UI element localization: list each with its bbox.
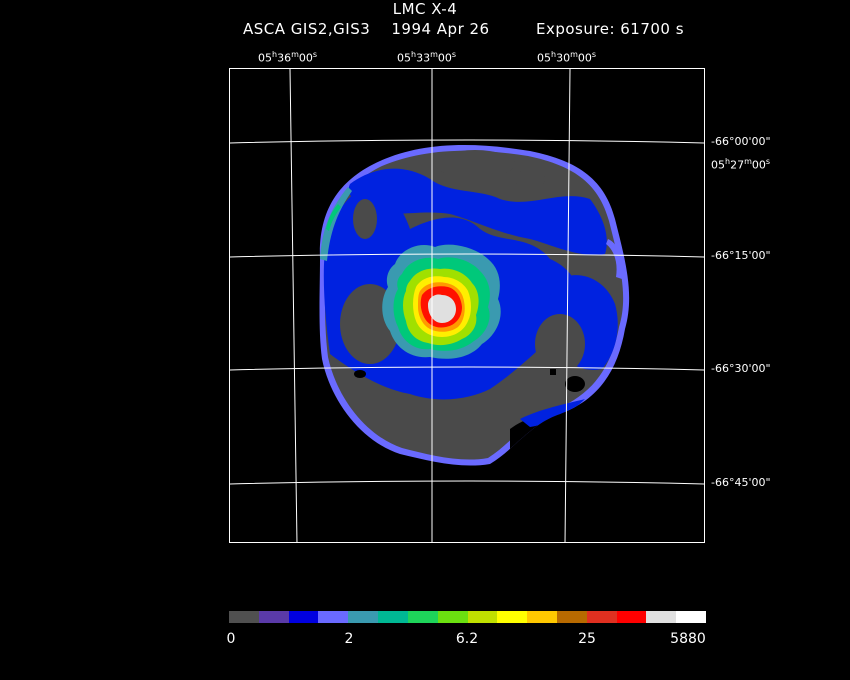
colorbar-tick-1: 2 — [345, 631, 354, 647]
colorbar-tick-0: 0 — [227, 631, 236, 647]
ra-label-1: 05h36m00s — [258, 50, 317, 65]
colorbar-segment-2 — [289, 611, 319, 623]
ra-label-2: 05h33m00s — [397, 50, 456, 65]
colorbar-segment-3 — [318, 611, 348, 623]
dec-grid-4 — [230, 481, 705, 484]
dec-label-4: -66°45'00" — [711, 476, 771, 489]
colorbar-segment-5 — [378, 611, 408, 623]
colorbar-segment-11 — [557, 611, 587, 623]
image-title: LMC X-4 — [0, 0, 850, 18]
instrument-date-label: ASCA GIS2,GIS3 1994 Apr 26 — [243, 20, 490, 38]
ra-label-4: 05h27m00s — [711, 157, 770, 172]
xray-image — [230, 69, 705, 543]
dec-grid-1 — [230, 140, 705, 143]
ra-grid-1 — [290, 69, 297, 543]
exposure-label: Exposure: 61700 s — [536, 20, 684, 38]
colorbar-tick-3: 25 — [578, 631, 596, 647]
colorbar-segment-6 — [408, 611, 438, 623]
xray-image-frame — [229, 68, 705, 543]
colorbar-segment-8 — [468, 611, 498, 623]
colorbar-segment-14 — [646, 611, 676, 623]
ra-label-3: 05h30m00s — [537, 50, 596, 65]
dec-label-2: -66°15'00" — [711, 249, 771, 262]
colorbar-segment-12 — [587, 611, 617, 623]
colorbar-segment-0 — [229, 611, 259, 623]
colorbar-segment-10 — [527, 611, 557, 623]
dec-label-1: -66°00'00" — [711, 135, 771, 148]
colorbar-tick-2: 6.2 — [456, 631, 478, 647]
source-lmc-x4 — [382, 245, 500, 359]
colorbar-segment-15 — [676, 611, 706, 623]
colorbar-segment-9 — [497, 611, 527, 623]
colorbar-segment-7 — [438, 611, 468, 623]
colorbar-tick-4: 5880 — [670, 631, 706, 647]
dec-label-3: -66°30'00" — [711, 362, 771, 375]
colorbar-segment-13 — [617, 611, 647, 623]
colorbar-segment-4 — [348, 611, 378, 623]
colorbar-segment-1 — [259, 611, 289, 623]
colorbar — [229, 611, 706, 623]
